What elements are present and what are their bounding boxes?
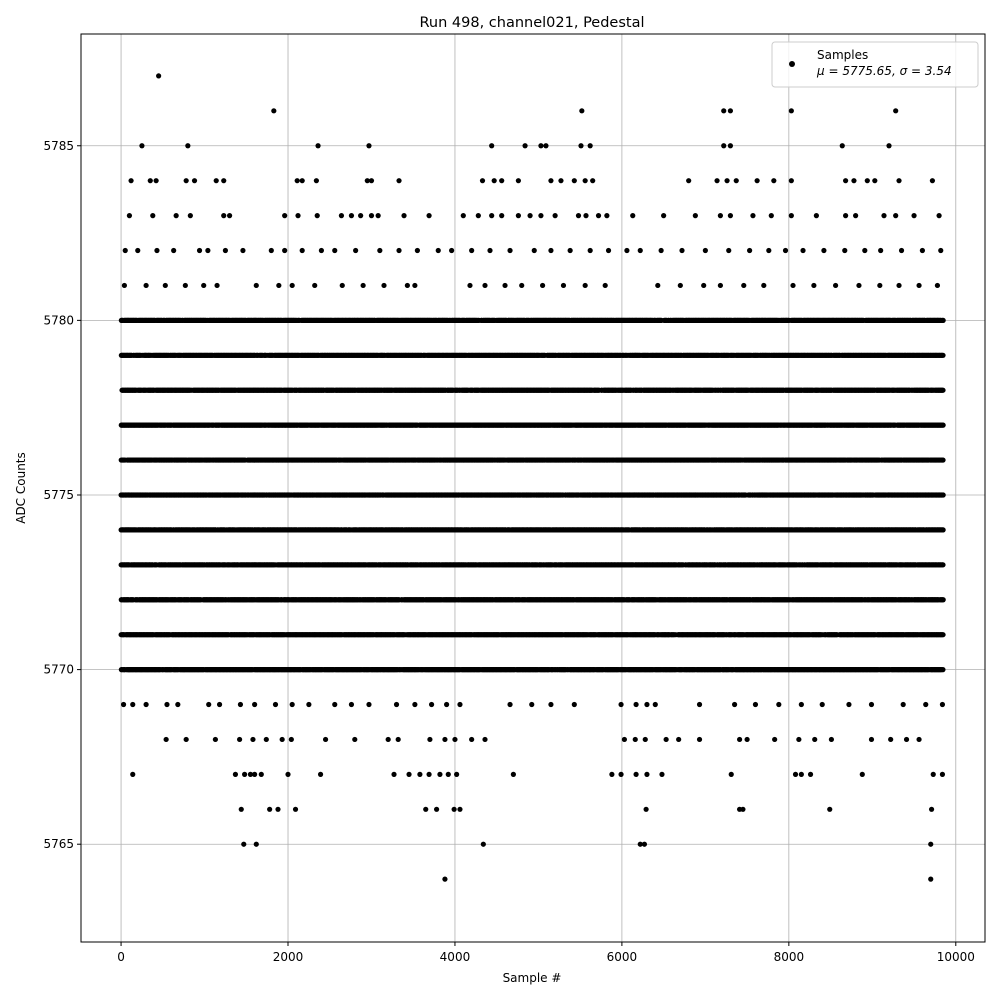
sample-point [940,562,946,568]
sample-point [940,632,946,638]
sample-point [940,667,946,673]
sample-point [940,597,946,603]
chart-title: Run 498, channel021, Pedestal [419,15,644,31]
data-points [118,73,946,882]
